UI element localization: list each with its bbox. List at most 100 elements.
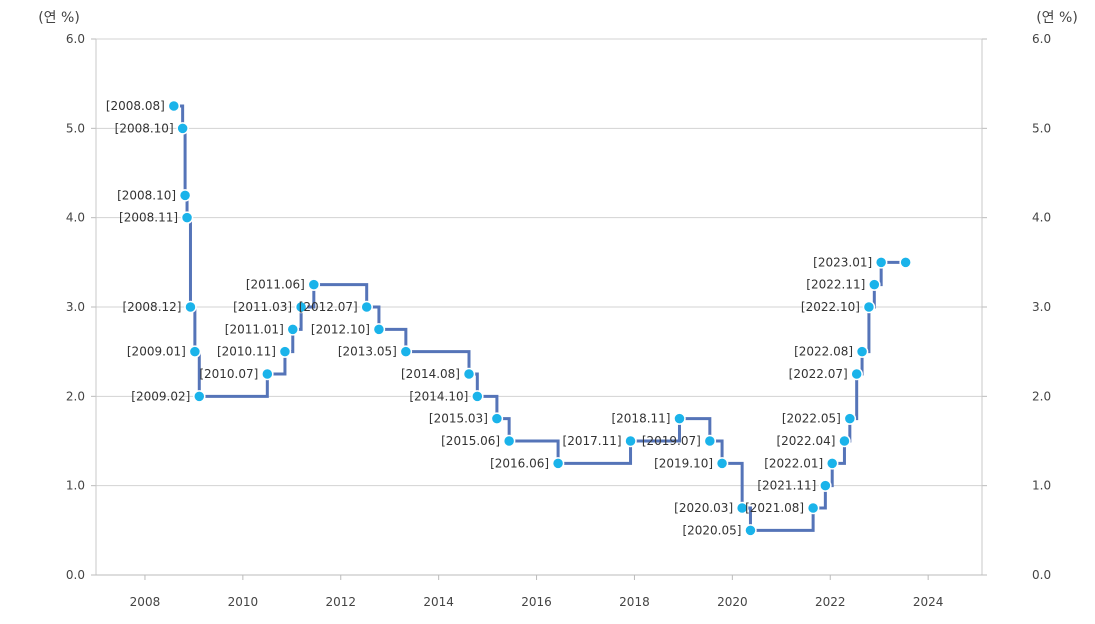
point-label: [2022.11]	[806, 278, 865, 292]
data-point	[502, 434, 516, 448]
y-tick-label: 5.0	[1032, 121, 1051, 135]
point-label: [2018.11]	[611, 412, 670, 426]
point-label: [2014.10]	[409, 389, 468, 403]
point-label: [2008.11]	[119, 211, 178, 225]
point-label: [2023.01]	[813, 255, 872, 269]
data-point	[193, 390, 206, 403]
series-line	[173, 104, 906, 532]
point-label: [2011.06]	[246, 278, 305, 292]
data-point	[188, 345, 202, 358]
y-tick-label: 0.0	[1032, 568, 1051, 582]
point-label: [2021.08]	[745, 501, 804, 515]
left-axis-unit: (연 %)	[38, 10, 80, 26]
data-point	[278, 345, 292, 358]
data-point	[471, 390, 484, 403]
data-point	[862, 300, 876, 314]
point-label: [2008.10]	[115, 121, 174, 135]
x-tick-label: 2022	[815, 595, 846, 609]
x-tick-label: 2016	[521, 595, 552, 609]
data-point	[176, 122, 189, 135]
point-label: [2022.01]	[764, 456, 823, 470]
y-tick-label: 3.0	[66, 300, 85, 314]
y-tick-label: 1.0	[66, 479, 85, 493]
x-tick-label: 2020	[717, 595, 748, 609]
point-label: [2022.07]	[789, 367, 848, 381]
point-label: [2011.03]	[233, 300, 292, 314]
point-label: [2015.06]	[441, 434, 500, 448]
y-tick-label: 4.0	[1032, 211, 1051, 225]
data-point	[806, 501, 820, 515]
data-point	[868, 278, 881, 291]
y-tick-label: 5.0	[66, 121, 85, 135]
data-point	[825, 457, 839, 470]
data-point	[744, 524, 757, 537]
data-point	[261, 367, 274, 381]
data-point	[874, 256, 888, 269]
y-tick-label: 2.0	[66, 389, 85, 403]
y-tick-label: 4.0	[66, 211, 85, 225]
y-tick-label: 6.0	[66, 32, 85, 46]
data-point	[819, 479, 832, 492]
data-point	[167, 99, 181, 113]
point-label: [2019.07]	[642, 434, 701, 448]
point-label: [2012.07]	[299, 300, 358, 314]
point-label: [2010.11]	[217, 345, 276, 359]
data-point	[855, 345, 869, 358]
point-label: [2011.01]	[225, 322, 284, 336]
data-point	[462, 367, 476, 381]
data-point	[286, 323, 300, 336]
right-axis-unit: (연 %)	[1036, 10, 1078, 26]
markers	[167, 99, 912, 537]
x-tick-label: 2024	[913, 595, 944, 609]
x-tick-label: 2018	[619, 595, 650, 609]
point-label: [2022.05]	[782, 412, 841, 426]
data-point	[372, 323, 386, 336]
y-tick-label: 2.0	[1032, 389, 1051, 403]
y-tick-label: 0.0	[66, 568, 85, 582]
data-point	[838, 434, 851, 448]
point-label: [2008.10]	[117, 188, 176, 202]
data-point	[624, 434, 637, 448]
y-ticks-left: 0.0 1.0 2.0 3.0 4.0 5.0 6.0	[66, 32, 85, 582]
data-point	[180, 211, 194, 224]
data-point	[850, 367, 863, 381]
data-point	[294, 300, 308, 314]
point-label: [2020.03]	[674, 501, 733, 515]
x-tick-label: 2010	[228, 595, 259, 609]
point-label: [2022.08]	[794, 345, 853, 359]
point-label: [2022.10]	[801, 300, 860, 314]
point-label: [2016.06]	[490, 456, 549, 470]
point-label: [2013.05]	[338, 345, 397, 359]
point-label: [2017.11]	[563, 434, 622, 448]
data-point	[490, 412, 504, 425]
point-label: [2022.04]	[776, 434, 835, 448]
y-tick-label: 3.0	[1032, 300, 1051, 314]
x-tick-label: 2008	[130, 595, 161, 609]
data-point	[399, 345, 413, 358]
y-tick-label: 6.0	[1032, 32, 1051, 46]
data-point	[735, 501, 749, 515]
point-label: [2020.05]	[682, 523, 741, 537]
axes	[91, 38, 987, 580]
point-labels: [2008.08] [2008.10] [2008.10] [2008.11] [200…	[106, 99, 872, 537]
data-point	[899, 256, 912, 269]
point-label: [2009.01]	[127, 345, 186, 359]
point-label: [2012.10]	[311, 322, 370, 336]
point-label: [2014.08]	[401, 367, 460, 381]
data-point	[360, 300, 373, 314]
data-point	[184, 300, 197, 314]
point-label: [2009.02]	[131, 389, 190, 403]
y-tick-label: 1.0	[1032, 479, 1051, 493]
data-point	[673, 412, 686, 425]
data-point	[178, 189, 192, 202]
point-label: [2008.12]	[122, 300, 181, 314]
data-point	[551, 457, 565, 470]
data-point	[715, 457, 729, 470]
point-label: [2021.11]	[757, 479, 816, 493]
data-point	[843, 412, 857, 425]
x-tick-label: 2012	[325, 595, 356, 609]
x-ticks: 2008 2010 2012 2014 2016 2018 2020 2022 2024	[130, 595, 944, 609]
point-label: [2010.07]	[199, 367, 258, 381]
point-label: [2019.10]	[654, 456, 713, 470]
